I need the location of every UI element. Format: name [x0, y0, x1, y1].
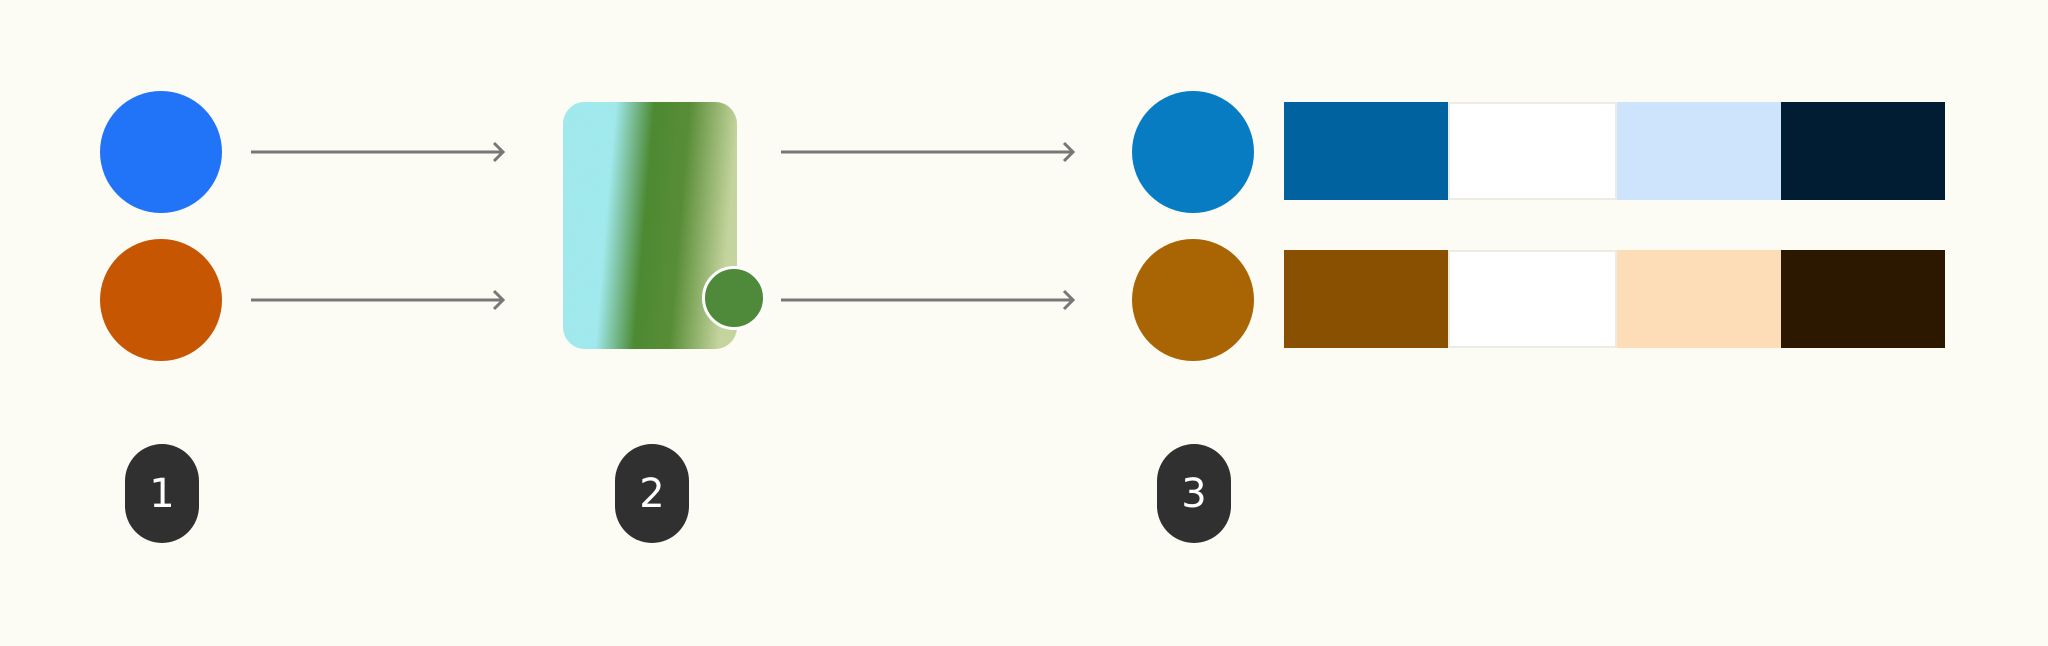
- tonal-palette-blue: [1284, 102, 1945, 200]
- palette-swatch-on-primary-container: [1780, 250, 1945, 348]
- palette-swatch-on-primary: [1448, 250, 1617, 348]
- extracted-seed-color: [702, 266, 766, 330]
- arrow-right-icon: [251, 141, 506, 163]
- palette-swatch-primary-container: [1616, 102, 1781, 200]
- palette-swatch-on-primary-container: [1780, 102, 1945, 200]
- arrow-right-icon: [251, 289, 506, 311]
- palette-swatch-primary: [1284, 250, 1449, 348]
- palette-swatch-primary: [1284, 102, 1449, 200]
- source-color-orange: [100, 239, 222, 361]
- step-badge-2: 2: [615, 444, 689, 543]
- tonal-palette-amber: [1284, 250, 1945, 348]
- step-badge-3: 3: [1157, 444, 1231, 543]
- output-seed-color-blue: [1132, 91, 1254, 213]
- source-color-blue: [100, 91, 222, 213]
- wallpaper-image: [563, 102, 737, 349]
- palette-swatch-on-primary: [1448, 102, 1617, 200]
- step-badge-1: 1: [125, 444, 199, 543]
- output-seed-color-amber: [1132, 239, 1254, 361]
- arrow-right-icon: [781, 141, 1076, 163]
- palette-swatch-primary-container: [1616, 250, 1781, 348]
- arrow-right-icon: [781, 289, 1076, 311]
